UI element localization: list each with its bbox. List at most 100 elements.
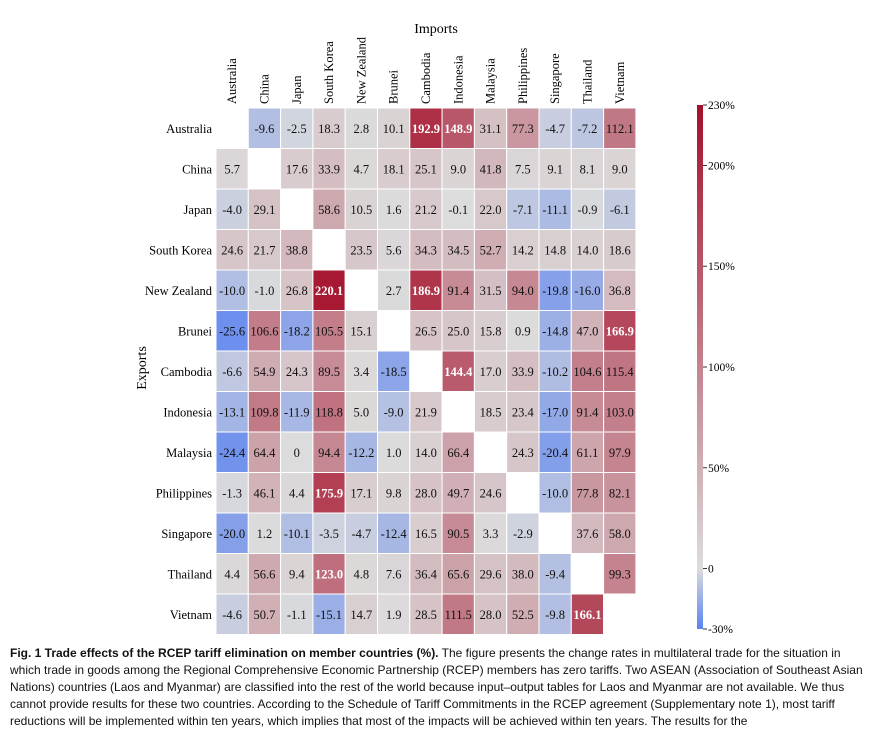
heatmap-cell bbox=[473, 512, 508, 554]
cell-value-label: 52.5 bbox=[512, 608, 534, 622]
cell-value-label: 22.0 bbox=[480, 203, 502, 217]
cell-value-label: 58.6 bbox=[318, 203, 340, 217]
heatmap-cell bbox=[538, 310, 572, 352]
cell-value-label: 0.9 bbox=[515, 324, 531, 338]
heatmap-cell bbox=[409, 431, 443, 473]
cell-value-label: 2.7 bbox=[386, 284, 402, 298]
heatmap-cell bbox=[603, 229, 637, 271]
heatmap-cell-empty bbox=[409, 350, 443, 392]
heatmap-cell bbox=[247, 512, 282, 554]
row-label: Indonesia bbox=[163, 405, 212, 419]
heatmap-cell-empty bbox=[344, 269, 379, 311]
cell-value-label: 58.0 bbox=[609, 527, 631, 541]
cell-value-label: 9.4 bbox=[289, 567, 305, 581]
cell-value-label: -1.3 bbox=[222, 486, 242, 500]
heatmap-cell bbox=[215, 593, 249, 635]
heatmap-cell bbox=[441, 512, 475, 554]
row-label: Malaysia bbox=[166, 446, 212, 460]
colorbar: 230% 200% 150% 100% 50% 0 -30% bbox=[697, 100, 735, 636]
cell-value-label: 24.3 bbox=[286, 365, 308, 379]
cell-value-label: 3.3 bbox=[483, 527, 499, 541]
heatmap-cell bbox=[570, 472, 605, 514]
row-label: Brunei bbox=[178, 324, 213, 338]
column-label: Japan bbox=[290, 75, 304, 104]
heatmap-cell bbox=[344, 593, 379, 635]
cell-value-label: 14.2 bbox=[512, 243, 534, 257]
cell-value-label: 109.8 bbox=[250, 405, 278, 419]
heatmap-cell bbox=[247, 107, 282, 149]
cell-value-label: 26.5 bbox=[415, 324, 437, 338]
column-label: Indonesia bbox=[451, 55, 465, 104]
heatmap-cell bbox=[603, 553, 637, 595]
cell-value-label: 14.0 bbox=[415, 446, 437, 460]
cell-value-label: 4.8 bbox=[354, 567, 370, 581]
cell-value-label: 17.0 bbox=[480, 365, 502, 379]
cell-value-label: -9.4 bbox=[545, 567, 566, 581]
heatmap-cell bbox=[377, 512, 411, 554]
cell-value-label: -9.0 bbox=[384, 405, 404, 419]
cell-value-label: 50.7 bbox=[254, 608, 276, 622]
cell-value-label: 175.9 bbox=[315, 486, 343, 500]
cell-value-label: -4.0 bbox=[222, 203, 242, 217]
cell-value-label: 97.9 bbox=[609, 446, 631, 460]
cell-value-label: 36.8 bbox=[609, 284, 631, 298]
cell-value-label: 66.4 bbox=[447, 446, 470, 460]
heatmap-cell bbox=[603, 431, 637, 473]
heatmap-cell bbox=[409, 512, 443, 554]
cell-value-label: 5.0 bbox=[354, 405, 370, 419]
heatmap-cell bbox=[377, 593, 411, 635]
cell-value-label: 112.1 bbox=[606, 122, 634, 136]
cell-value-label: 18.1 bbox=[383, 162, 405, 176]
heatmap-cell bbox=[247, 431, 282, 473]
cell-value-label: -10.2 bbox=[542, 365, 568, 379]
heatmap-cell-empty bbox=[538, 512, 572, 554]
cell-value-label: -6.1 bbox=[610, 203, 630, 217]
heatmap-cell-empty bbox=[247, 148, 282, 190]
cell-value-label: 54.9 bbox=[254, 365, 276, 379]
heatmap-cell bbox=[247, 269, 282, 311]
cell-value-label: -7.2 bbox=[578, 122, 598, 136]
heatmap-cell bbox=[280, 269, 314, 311]
row-label: South Korea bbox=[149, 243, 212, 257]
cell-value-label: -11.1 bbox=[542, 203, 568, 217]
heatmap-cell bbox=[538, 229, 572, 271]
heatmap-cell bbox=[312, 350, 346, 392]
cell-value-label: 21.7 bbox=[254, 243, 276, 257]
y-axis-label: Exports bbox=[135, 346, 150, 390]
heatmap-cell bbox=[377, 553, 411, 595]
heatmap-cell bbox=[215, 310, 249, 352]
heatmap-cell bbox=[409, 229, 443, 271]
heatmap-cell bbox=[215, 391, 249, 433]
cell-value-label: -7.1 bbox=[513, 203, 533, 217]
heatmap-cell-empty bbox=[215, 107, 249, 149]
heatmap-cell-empty bbox=[312, 229, 346, 271]
heatmap-cell bbox=[538, 472, 572, 514]
heatmap-cell-empty bbox=[441, 391, 475, 433]
cell-value-label: 21.2 bbox=[415, 203, 437, 217]
heatmap-cell bbox=[570, 512, 605, 554]
heatmap-cell bbox=[603, 188, 637, 230]
heatmap-cell bbox=[473, 593, 508, 635]
cell-value-label: 41.8 bbox=[480, 162, 502, 176]
heatmap-cell bbox=[409, 553, 443, 595]
row-label: Vietnam bbox=[170, 608, 213, 622]
heatmap-cell bbox=[441, 472, 475, 514]
heatmap-cell bbox=[603, 310, 637, 352]
row-labels: Australia China Japan South Korea New Zealan… bbox=[145, 122, 213, 622]
heatmap-cell bbox=[538, 107, 572, 149]
cell-value-label: 24.6 bbox=[221, 243, 243, 257]
heatmap-figure: Australia China Japan South Korea New Zealan… bbox=[135, 22, 735, 636]
heatmap-cell bbox=[409, 148, 443, 190]
cell-value-label: 91.4 bbox=[447, 284, 470, 298]
cell-value-label: -10.1 bbox=[284, 527, 310, 541]
column-label: Malaysia bbox=[484, 58, 498, 104]
cell-value-label: -16.0 bbox=[574, 284, 600, 298]
colorbar-tick-label: 50% bbox=[708, 463, 730, 475]
heatmap-cell bbox=[409, 472, 443, 514]
cell-value-label: 148.9 bbox=[444, 122, 472, 136]
cell-value-label: 1.9 bbox=[386, 608, 402, 622]
cell-value-label: 103.0 bbox=[606, 405, 634, 419]
cell-value-label: 82.1 bbox=[609, 486, 631, 500]
cell-value-label: 9.0 bbox=[450, 162, 466, 176]
row-label: Thailand bbox=[168, 567, 213, 581]
